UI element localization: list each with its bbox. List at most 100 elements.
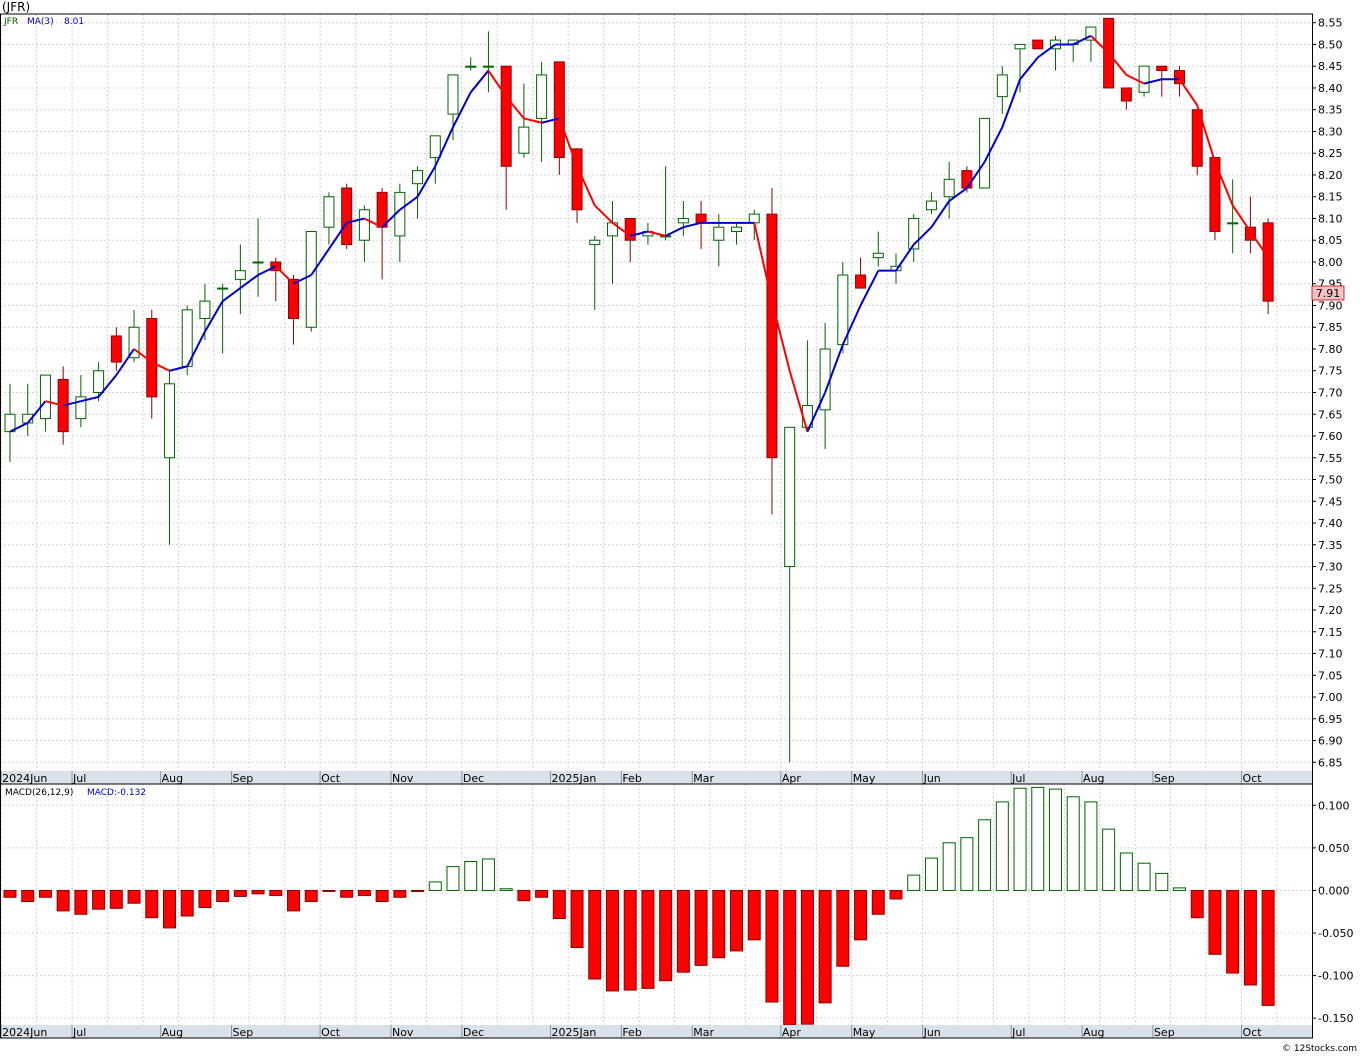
x-tick-label: Oct <box>1243 1026 1263 1039</box>
macd-bar <box>1190 889 1204 919</box>
macd-bar <box>694 889 708 966</box>
ma-line-segment <box>629 230 649 237</box>
price-y-label: 6.90 <box>1318 735 1343 748</box>
price-y-label: 8.30 <box>1318 125 1343 138</box>
price-y-label: 7.20 <box>1318 604 1343 617</box>
candle-body <box>731 226 743 233</box>
macd-bar <box>464 860 478 891</box>
ma-line-segment <box>293 274 312 285</box>
candle-body <box>376 191 388 228</box>
macd-bar <box>481 858 495 891</box>
x-tick-label: Nov <box>392 772 414 785</box>
ma-line-segment <box>859 270 880 306</box>
candle-body <box>1174 70 1186 85</box>
macd-bar <box>3 889 17 898</box>
candle-body <box>39 374 51 420</box>
price-y-label: 8.00 <box>1318 256 1343 269</box>
price-grid <box>0 14 1312 771</box>
macd-bar <box>233 889 247 897</box>
ma-value: 8.01 <box>64 17 84 27</box>
macd-bar <box>92 889 106 910</box>
macd-bar <box>623 889 637 991</box>
candle-body <box>1227 222 1239 225</box>
ma-line-segment <box>913 226 933 246</box>
ma-line-segment <box>257 265 277 276</box>
ma-line-segment <box>523 117 542 124</box>
candle-body <box>713 226 725 241</box>
macd-bar <box>1119 852 1133 891</box>
ma-legend: MA(3) <box>27 17 54 27</box>
candle-body <box>288 278 300 320</box>
x-tick-label: Oct <box>321 1026 341 1039</box>
macd-bar <box>552 889 566 920</box>
candle-body <box>252 261 264 264</box>
x-tick-label: Sep <box>1154 1026 1175 1039</box>
ma-line-segment <box>895 244 915 272</box>
macd-bar <box>269 889 283 897</box>
ma-line-segment <box>239 274 259 289</box>
macd-bar <box>517 889 531 902</box>
x-tick-label: Nov <box>392 1026 414 1039</box>
ticker-legend: JFR <box>3 17 18 27</box>
ma-line-segment <box>930 200 950 228</box>
macd-bar <box>109 889 123 909</box>
macd-bar <box>322 889 336 892</box>
macd-bar <box>1084 801 1098 891</box>
macd-y-label: 0.100 <box>1318 799 1350 812</box>
candle-body <box>518 126 530 154</box>
ma-line-segment <box>310 248 330 276</box>
last-price-label: 7.91 <box>1316 287 1341 300</box>
axes: 8.55 8.50 8.45 8.40 8.35 8.30 8.25 8.20 8.15 8.10… <box>0 13 1353 1039</box>
ma-line-segment <box>363 217 383 229</box>
ma-line-segment <box>505 96 525 120</box>
ma-line-segment <box>1249 230 1269 259</box>
macd-bar <box>871 889 885 915</box>
macd-bar <box>1243 889 1257 986</box>
ma-line-segment <box>80 395 99 403</box>
price-y-label: 7.10 <box>1318 648 1343 661</box>
x-tick-label: Feb <box>622 772 641 785</box>
candle-body <box>1156 65 1168 72</box>
macd-bar <box>145 889 159 919</box>
ma-line-segment <box>416 165 437 198</box>
macd-bar <box>907 874 921 891</box>
ma-line-segment <box>983 126 1004 163</box>
candle-body <box>163 383 175 459</box>
x-tick-label: Mar <box>693 772 714 785</box>
macd-bar <box>56 889 70 912</box>
macd-bar <box>1066 796 1080 891</box>
macd-bar <box>1173 887 1187 891</box>
x-tick-label: Jul <box>1011 772 1025 785</box>
ma-line-segment <box>1178 78 1199 106</box>
candle-body <box>553 61 565 159</box>
candle-body <box>766 213 778 459</box>
ma-line-segment <box>469 69 490 93</box>
price-y-label: 8.35 <box>1318 104 1343 117</box>
ma-line-segment <box>97 374 118 398</box>
macd-bar <box>216 889 230 903</box>
ma-line-segment <box>1037 43 1057 59</box>
macd-bar <box>428 881 442 891</box>
x-tick-label: 2024Jun <box>2 772 47 785</box>
ma-line-segment <box>824 344 844 393</box>
ma-line-segment <box>1072 34 1092 46</box>
ma-line-segment <box>1107 52 1128 76</box>
macd-bar <box>38 889 52 898</box>
macd-bar <box>1048 788 1062 891</box>
x-tick-label: Mar <box>693 1026 714 1039</box>
candle-body <box>1032 39 1044 50</box>
candle-body <box>199 300 211 320</box>
macd-panel-frame <box>0 783 1313 1039</box>
candle-body <box>146 318 158 398</box>
candle-body <box>93 370 105 394</box>
price-y-label: 7.90 <box>1318 299 1343 312</box>
ma-line-segment <box>665 226 684 237</box>
candle-body <box>465 65 477 68</box>
macd-value: MACD:-0.132 <box>87 788 146 798</box>
macd-marks <box>3 786 1275 1026</box>
ma-line-segment <box>328 222 348 250</box>
last-price-box <box>1311 285 1345 301</box>
macd-bar <box>641 889 655 989</box>
candle-body <box>447 74 459 115</box>
ma-line-segment <box>133 348 153 363</box>
